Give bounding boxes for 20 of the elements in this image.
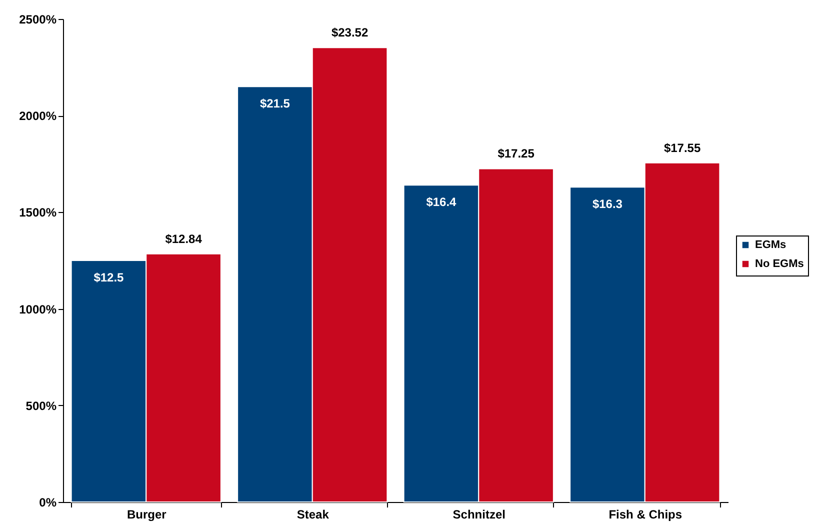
x-tick-label: Steak [296, 508, 330, 522]
legend-label: No EGMs [755, 258, 804, 270]
y-tick-label: 2500% [19, 12, 57, 26]
data-label: $12.84 [165, 232, 202, 246]
x-tick-label: Burger [126, 508, 167, 522]
data-label: $23.52 [331, 26, 368, 40]
data-label: $17.25 [498, 146, 535, 161]
x-tick-label: Fish & Chips [608, 508, 682, 522]
x-tick-label: Schnitzel [452, 508, 506, 522]
y-tick-label: 1000% [19, 302, 57, 316]
y-tick-label: 500% [26, 398, 57, 413]
data-label: $16.3 [592, 197, 623, 212]
data-label: $21.5 [260, 96, 290, 111]
y-tick-label: 1500% [19, 206, 57, 220]
y-tick-label: 0% [39, 496, 57, 510]
data-label: $17.55 [664, 140, 701, 155]
data-label: $12.5 [94, 270, 124, 284]
data-label: $16.4 [426, 195, 457, 210]
legend-label: EGMs [755, 239, 786, 251]
y-tick-label: 2000% [19, 109, 57, 124]
